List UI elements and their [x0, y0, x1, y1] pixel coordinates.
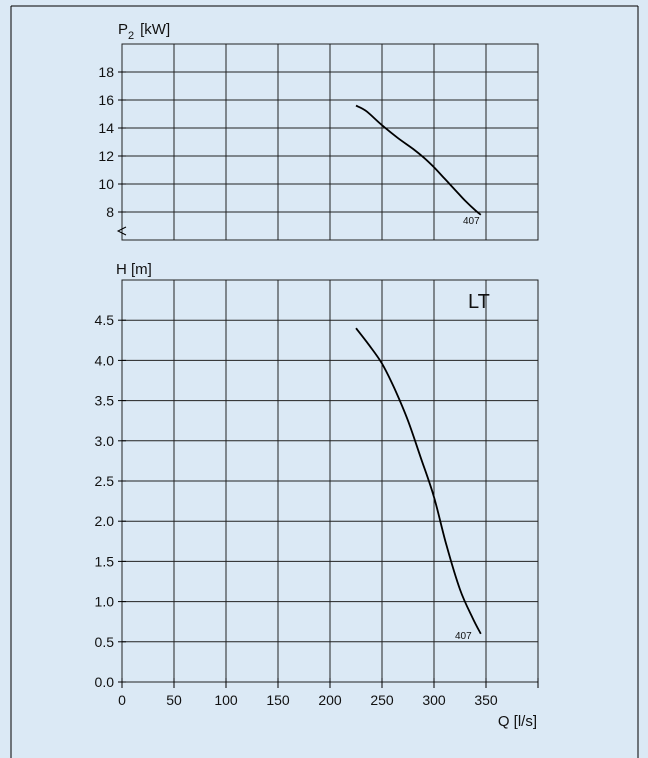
power-chart: 8 10 12 14 16 18 407 P2 [kW]: [98, 21, 539, 241]
y-tick-label: 4.0: [95, 352, 115, 368]
y-tick-label: 8: [106, 204, 114, 220]
y-tick-label: 0.5: [95, 634, 115, 650]
power-curve-407: [355, 104, 482, 216]
y-tick-label: 3.0: [95, 433, 115, 449]
y-tick-label: 1.0: [95, 594, 115, 610]
power-grid: [121, 44, 539, 240]
head-y-label: H [m]: [116, 261, 152, 278]
y-tick-label: 10: [98, 176, 114, 192]
x-tick-label: 150: [266, 692, 290, 708]
power-ticks: 8 10 12 14 16 18: [98, 64, 126, 220]
y-tick-label: 3.5: [95, 393, 115, 409]
head-curve-407: [355, 327, 482, 635]
head-ticks: 0.0 0.5 1.0 1.5 2.0 2.5 3.0 3.5 4.0 4.5 0 50 100 150 2…: [95, 312, 539, 708]
x-tick-label: 0: [118, 692, 126, 708]
y-tick-label: 0.0: [95, 674, 115, 690]
power-curve-label: 407: [463, 216, 480, 227]
y-tick-label: 2.0: [95, 513, 115, 529]
head-x-label: Q [l/s]: [498, 713, 537, 730]
x-tick-label: 300: [422, 692, 446, 708]
head-chart: 0.0 0.5 1.0 1.5 2.0 2.5 3.0 3.5 4.0 4.5 0 50 100 150 2…: [95, 261, 539, 730]
x-tick-label: 250: [370, 692, 394, 708]
x-tick-label: 350: [474, 692, 498, 708]
axis-break-mark: [116, 226, 127, 236]
x-tick-label: 100: [214, 692, 238, 708]
x-tick-label: 50: [166, 692, 182, 708]
y-tick-label: 12: [98, 148, 114, 164]
y-tick-label: 1.5: [95, 553, 115, 569]
y-tick-label: 2.5: [95, 473, 115, 489]
head-curve-label: 407: [455, 631, 472, 642]
power-y-label: P2 [kW]: [118, 21, 170, 42]
y-tick-label: 4.5: [95, 312, 115, 328]
lt-annotation: LT: [468, 291, 490, 313]
x-tick-label: 200: [318, 692, 342, 708]
head-grid: [121, 280, 539, 683]
y-tick-label: 14: [98, 120, 114, 136]
y-tick-label: 16: [98, 92, 114, 108]
y-tick-label: 18: [98, 64, 114, 80]
